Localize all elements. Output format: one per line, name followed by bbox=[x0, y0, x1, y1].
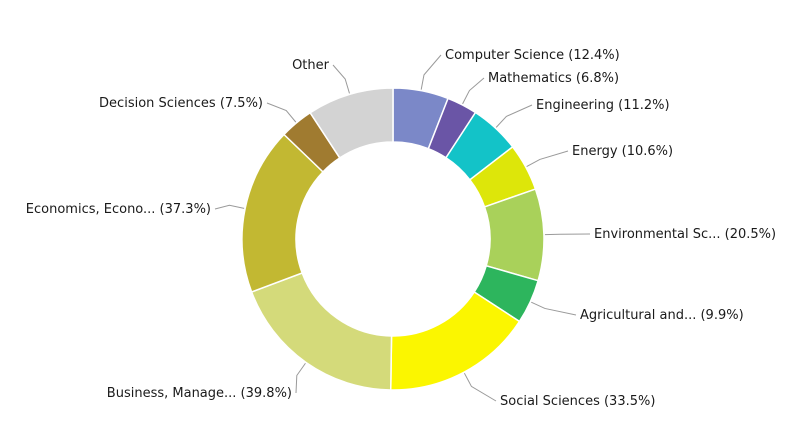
slice-label-decision-sciences: Decision Sciences (7.5%) bbox=[99, 96, 263, 111]
leader-line-computer-science bbox=[420, 54, 442, 90]
slice-label-business-manage: Business, Manage... (39.8%) bbox=[107, 386, 292, 401]
slice-other[interactable] bbox=[309, 87, 394, 159]
slice-label-agricultural-and: Agricultural and... (9.9%) bbox=[580, 308, 744, 323]
slice-label-computer-science: Computer Science (12.4%) bbox=[445, 48, 620, 63]
slice-label-energy: Energy (10.6%) bbox=[572, 144, 673, 159]
leader-line-other bbox=[332, 64, 350, 94]
slices-layer bbox=[241, 87, 545, 391]
slice-label-social-sciences: Social Sciences (33.5%) bbox=[500, 394, 655, 409]
slice-label-engineering: Engineering (11.2%) bbox=[536, 98, 670, 113]
leader-line-agricultural-and bbox=[531, 301, 577, 316]
leader-line-business-manage bbox=[295, 362, 306, 394]
leader-line-economics-econo bbox=[214, 204, 245, 210]
labels-layer: Computer Science (12.4%) Mathematics (6.8… bbox=[26, 48, 776, 409]
leader-line-energy bbox=[526, 150, 569, 168]
leader-line-social-sciences bbox=[463, 372, 497, 402]
slice-business-manage[interactable] bbox=[250, 272, 393, 391]
leader-line-engineering bbox=[495, 104, 533, 128]
leader-line-environmental-sc bbox=[544, 233, 591, 236]
slice-label-mathematics: Mathematics (6.8%) bbox=[488, 71, 619, 86]
slice-label-environmental-sc: Environmental Sc... (20.5%) bbox=[594, 227, 776, 242]
leader-line-decision-sciences bbox=[266, 102, 297, 123]
slice-label-other: Other bbox=[292, 58, 330, 73]
slice-label-economics-econo: Economics, Econo... (37.3%) bbox=[26, 202, 211, 217]
leader-line-mathematics bbox=[462, 77, 485, 105]
